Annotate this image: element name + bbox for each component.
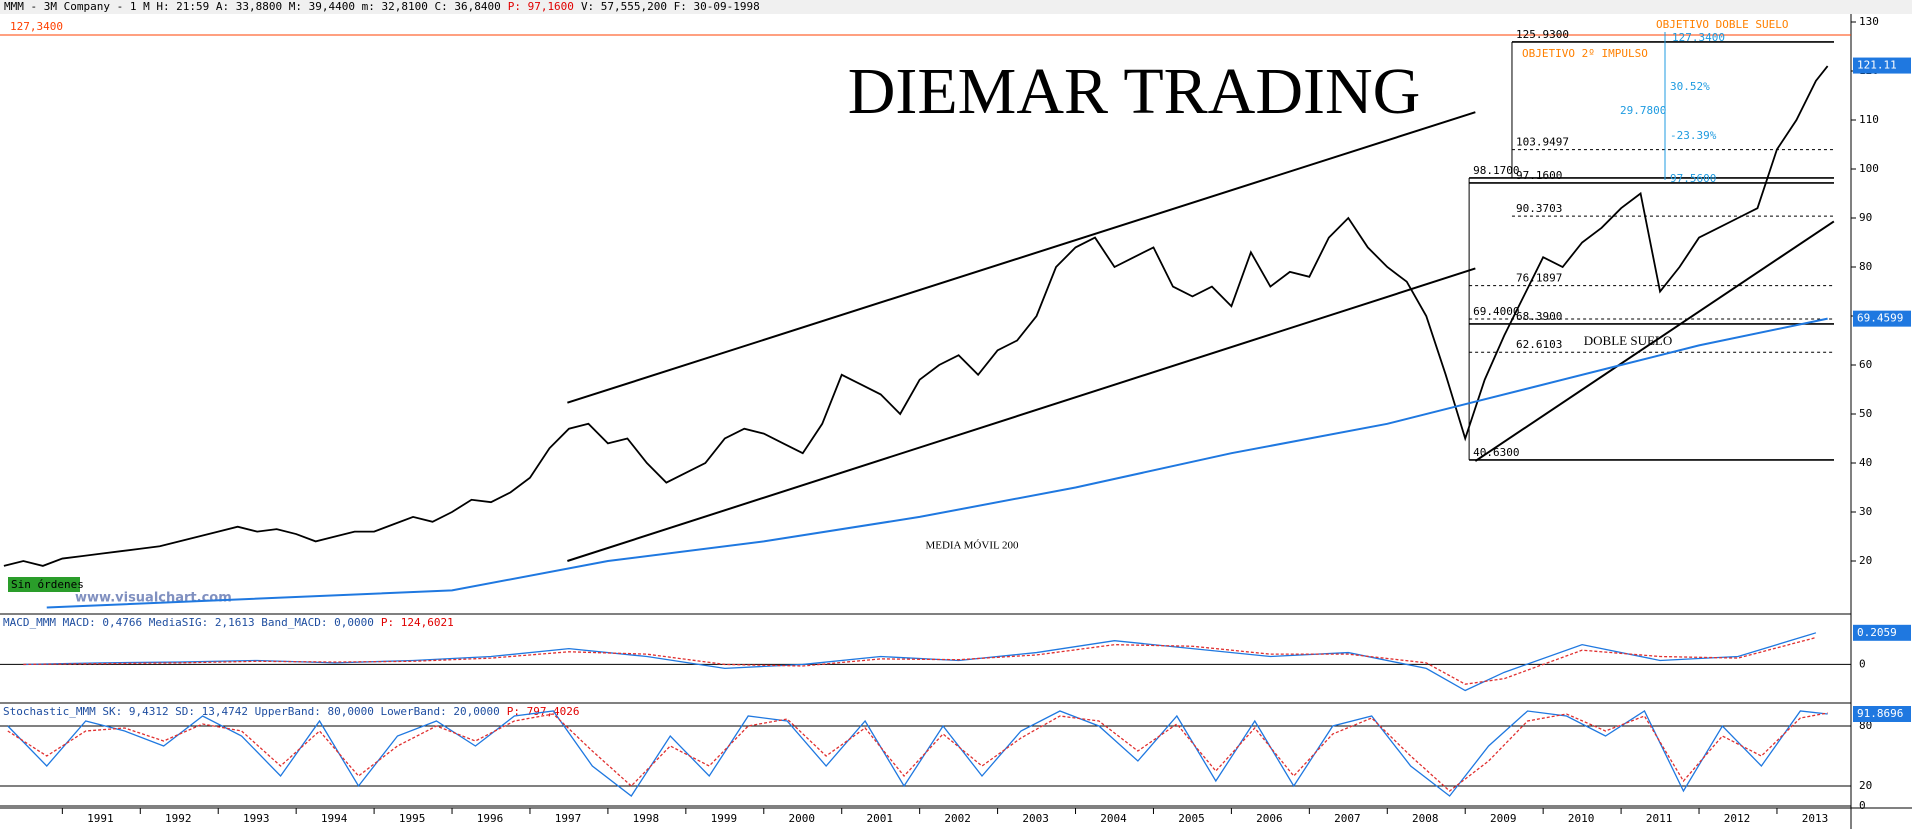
x-tick-label: 2012: [1724, 812, 1751, 825]
annotation: OBJETIVO 2º IMPULSO: [1522, 47, 1648, 60]
status: Sin órdenes: [11, 578, 84, 591]
annotation: 29.7800: [1620, 104, 1666, 117]
panel-header-price: P: 124,6021: [381, 616, 454, 629]
watermark-title: DIEMAR TRADING: [848, 55, 1421, 128]
price-tag: [1853, 310, 1911, 327]
x-tick-label: 2008: [1412, 812, 1439, 825]
x-tick-label: 2010: [1568, 812, 1595, 825]
trend-line: [567, 111, 1476, 404]
series-line: [23, 632, 1817, 692]
x-tick-label: 1999: [711, 812, 738, 825]
annotation: MEDIA MÓVIL 200: [925, 540, 1019, 552]
x-tick-label: 1996: [477, 812, 504, 825]
level-label: 62.6103: [1516, 338, 1562, 351]
series-line: [46, 317, 1828, 609]
y-tick-label: 90: [1859, 211, 1872, 224]
price-tag-label: 121.11: [1857, 59, 1897, 72]
panel-header: Stochastic_MMM SK: 9,4312 SD: 13,4742 Up…: [3, 705, 500, 718]
price-tag: [1853, 57, 1911, 74]
y-tick-label: 50: [1859, 407, 1872, 420]
series-line: [23, 636, 1817, 685]
x-tick-label: 1994: [321, 812, 348, 825]
level-label: 103.9497: [1516, 136, 1569, 149]
annotation: 30.52%: [1670, 80, 1710, 93]
trend-line: [567, 267, 1476, 562]
annotation: 97.5600: [1670, 172, 1716, 185]
x-tick-label: 1998: [633, 812, 660, 825]
price-tag-label: 0.2059: [1857, 626, 1897, 639]
y-tick-label: 60: [1859, 358, 1872, 371]
header-tail: V: 57,555,200 F: 30-09-1998: [581, 0, 760, 13]
x-tick-label: 2002: [944, 812, 971, 825]
x-tick-label: 1995: [399, 812, 426, 825]
x-tick-label: 2011: [1646, 812, 1673, 825]
price-tag: [1853, 624, 1911, 641]
y-tick-label: 40: [1859, 456, 1872, 469]
price-tag-label: 91.8696: [1857, 707, 1903, 720]
series-line: [7, 710, 1828, 797]
level-label: 76.1897: [1516, 272, 1562, 285]
y-tick-label: 130: [1859, 15, 1879, 28]
header-bar: [0, 0, 1912, 14]
x-tick-label: 2004: [1100, 812, 1127, 825]
level-label: 125.9300: [1516, 28, 1569, 41]
series-line: [3, 65, 1829, 567]
x-tick-label: 1997: [555, 812, 582, 825]
y-tick-label: 80: [1859, 719, 1872, 732]
status-box: [8, 577, 80, 592]
price-tag-label: 69.4599: [1857, 312, 1903, 325]
y-tick-label: 0: [1859, 799, 1866, 812]
y-tick-label: 0: [1859, 657, 1866, 670]
y-tick-label: 20: [1859, 779, 1872, 792]
x-tick-label: 1993: [243, 812, 270, 825]
x-tick-label: 2013: [1802, 812, 1829, 825]
header-price: P: 97,1600: [508, 0, 574, 13]
x-tick-label: 2007: [1334, 812, 1361, 825]
x-tick-label: 2001: [866, 812, 893, 825]
x-tick-label: 2006: [1256, 812, 1283, 825]
series-line: [7, 712, 1828, 792]
y-tick-label: 80: [1859, 260, 1872, 273]
y-tick-label: 100: [1859, 162, 1879, 175]
x-tick-label: 2000: [789, 812, 816, 825]
panel-header: MACD_MMM MACD: 0,4766 MediaSIG: 2,1613 B…: [3, 616, 374, 629]
y-tick-label: 30: [1859, 505, 1872, 518]
x-tick-label: 1992: [165, 812, 192, 825]
x-tick-label: 2009: [1490, 812, 1517, 825]
annotation: -23.39%: [1670, 129, 1717, 142]
price-tag: [1853, 706, 1911, 722]
level-label: 90.3703: [1516, 202, 1562, 215]
level-label: 68.3900: [1516, 310, 1562, 323]
resistance-label: 127,3400: [10, 20, 63, 33]
level-label: 69.4000: [1473, 305, 1519, 318]
annotation: DOBLE SUELO: [1584, 333, 1672, 348]
x-tick-label: 1991: [87, 812, 114, 825]
level-label: 97.1600: [1516, 169, 1562, 182]
x-tick-label: 2003: [1022, 812, 1049, 825]
level-label: 98.1700: [1473, 164, 1519, 177]
annotation: 127.3400: [1672, 31, 1725, 44]
header: MMM - 3M Company - 1 M H: 21:59 A: 33,88…: [4, 0, 501, 13]
x-tick-label: 2005: [1178, 812, 1205, 825]
annotation: OBJETIVO DOBLE SUELO: [1656, 18, 1788, 31]
trend-line: [1474, 220, 1835, 462]
y-tick-label: 110: [1859, 113, 1879, 126]
y-tick-label: 20: [1859, 554, 1872, 567]
